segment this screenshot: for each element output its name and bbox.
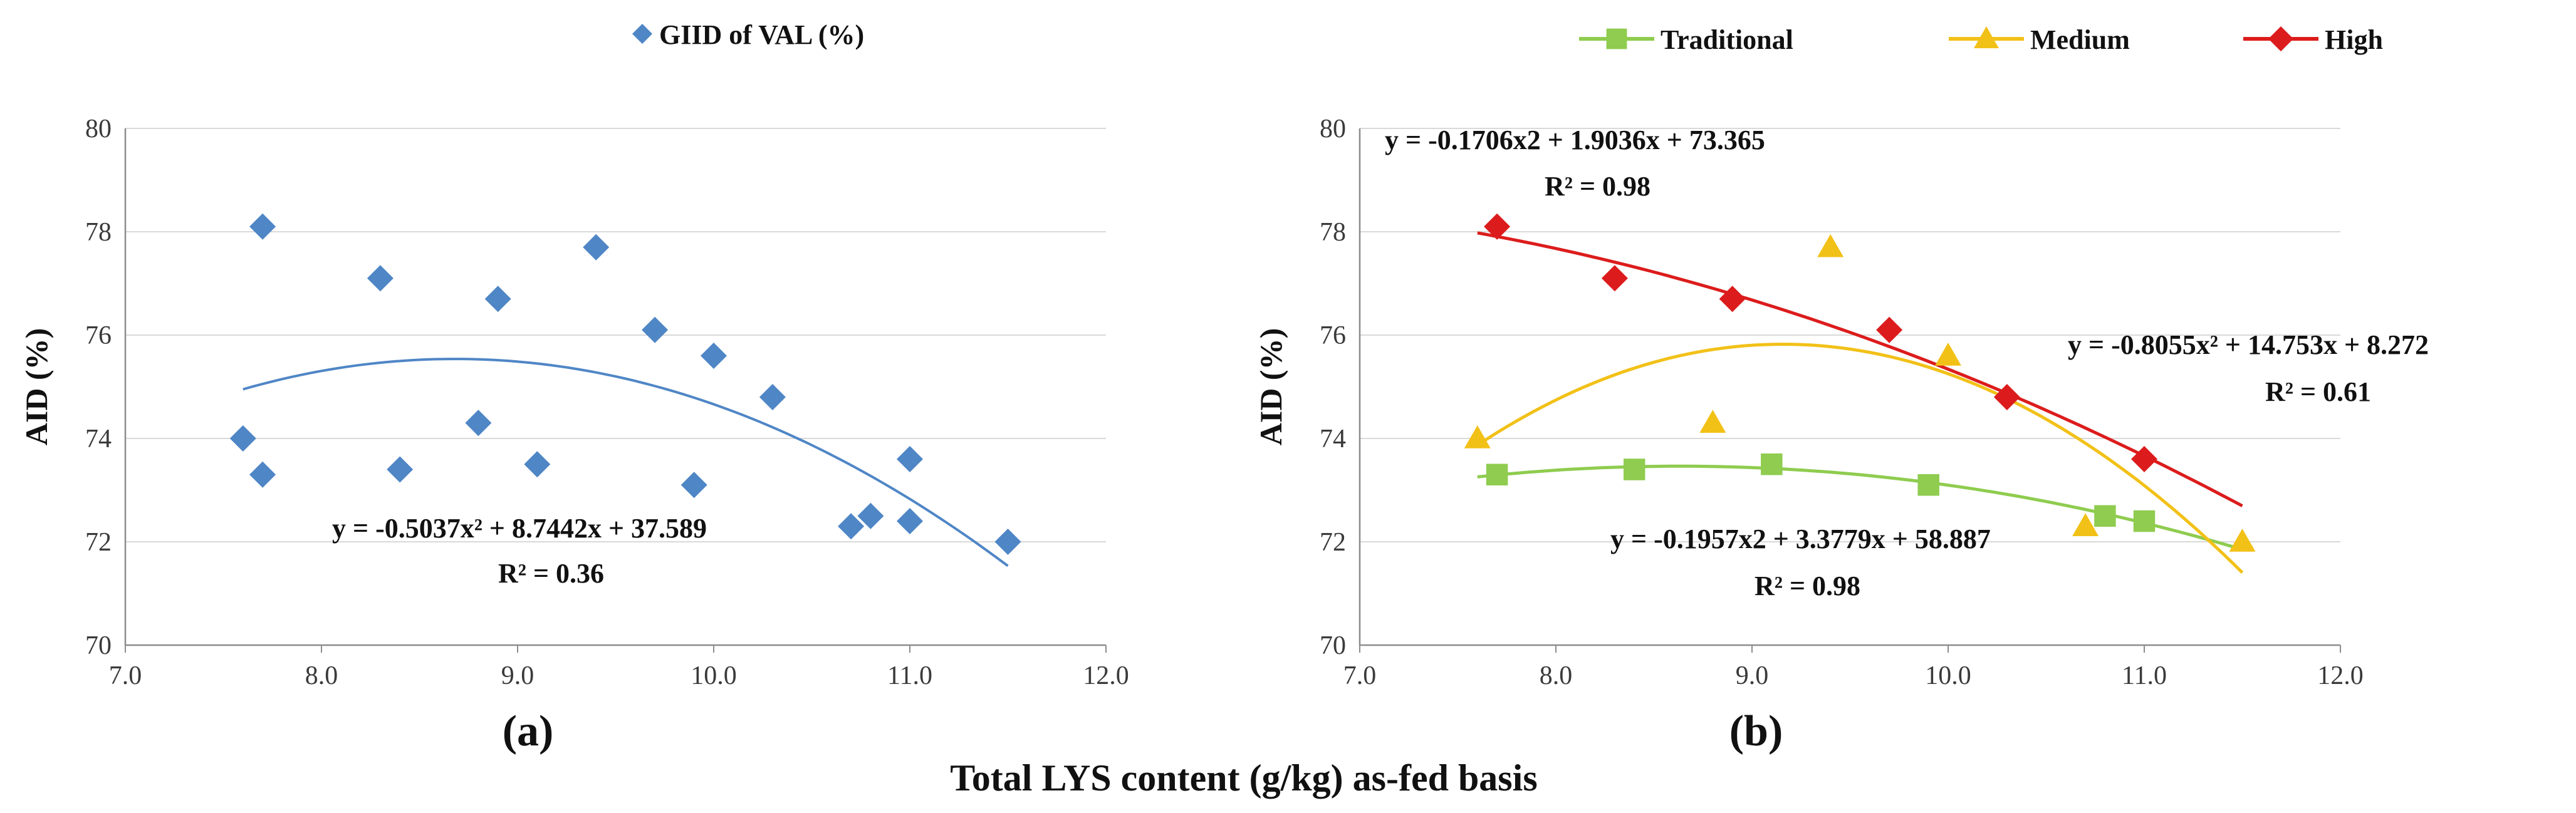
data-point-giid-of-val- [583, 234, 610, 261]
data-point-medium [1817, 234, 1844, 257]
data-point-giid-of-val- [249, 461, 276, 488]
panel-b-legend: Traditional Medium High [1579, 24, 2383, 55]
panel-a-tick-labels: 70 72 74 76 78 80 7.0 8.0 9.0 10.0 11.0 12.0 [85, 115, 1129, 690]
data-point-traditional [1623, 458, 1645, 480]
x-tick-label: 12.0 [2317, 661, 2364, 690]
panel-b-equation-high: y = -0.1706x2 + 1.9036x + 73.365 [1385, 125, 1765, 155]
data-point-traditional [1917, 474, 1939, 496]
y-tick-label: 70 [85, 631, 112, 660]
y-tick-label: 76 [1320, 321, 1346, 350]
data-point-giid-of-val- [897, 508, 923, 534]
data-point-medium [1699, 410, 1726, 433]
data-point-giid-of-val- [897, 446, 923, 472]
y-tick-label: 74 [85, 425, 112, 453]
data-point-medium [1464, 425, 1491, 448]
panel-b-equation-medium: y = -0.8055x² + 14.753x + 8.272 [2068, 329, 2429, 360]
data-point-giid-of-val- [367, 265, 394, 292]
x-tick-label: 12.0 [1083, 661, 1129, 690]
legend-marker-traditional [1606, 28, 1627, 49]
x-tick-label: 10.0 [691, 661, 737, 690]
x-tick-label: 7.0 [1343, 661, 1377, 690]
data-point-high [1876, 316, 1903, 343]
data-point-high [1484, 213, 1511, 240]
y-tick-label: 78 [85, 218, 112, 247]
panel-a-label: (a) [503, 707, 554, 755]
panel-a-axes [124, 128, 1107, 653]
x-tick-label: 7.0 [109, 661, 142, 690]
data-point-high [1719, 286, 1746, 313]
trendline-giid-of-val- [242, 358, 1009, 567]
data-point-giid-of-val- [229, 425, 256, 452]
data-point-giid-of-val- [701, 343, 727, 369]
data-point-giid-of-val- [642, 316, 669, 343]
trendline-high [1477, 231, 2243, 507]
legend-label-high: High [2325, 24, 2383, 55]
data-point-high [1993, 384, 2020, 410]
x-tick-label: 10.0 [1925, 661, 1971, 690]
data-point-giid-of-val- [524, 451, 551, 478]
panel-b-trendlines [1476, 231, 2244, 574]
data-point-traditional [2133, 510, 2156, 532]
data-point-giid-of-val- [465, 410, 492, 437]
panel-a-legend-marker [632, 24, 652, 44]
data-point-giid-of-val- [994, 529, 1021, 555]
data-point-giid-of-val- [249, 213, 276, 240]
y-tick-label: 78 [1320, 218, 1346, 247]
x-tick-label: 8.0 [305, 661, 338, 690]
panel-b-axes [1358, 128, 2341, 653]
x-tick-label: 11.0 [2122, 661, 2167, 690]
panel-b-r-squared-high: R² = 0.98 [1545, 171, 1650, 202]
panel-b-equation-traditional: y = -0.1957x2 + 3.3779x + 58.887 [1610, 524, 1991, 554]
panel-a-trendlines [242, 358, 1009, 567]
data-point-giid-of-val- [759, 384, 786, 410]
y-tick-label: 70 [1320, 631, 1346, 660]
legend-marker-high [2268, 26, 2293, 51]
data-point-high [2131, 446, 2157, 472]
panel-a-r-squared: R² = 0.36 [498, 558, 604, 589]
panel-b-r-squared-traditional: R² = 0.98 [1755, 571, 1860, 601]
panel-b-gridlines [1360, 128, 2340, 542]
trendline-medium [1476, 343, 2244, 574]
panel-b-r-squared-medium: R² = 0.61 [2265, 376, 2371, 407]
panel-b-tick-labels: 70 72 74 76 78 80 7.0 8.0 9.0 10.0 11.0 12.0 [1320, 115, 2364, 690]
panel-b-label: (b) [1729, 707, 1783, 755]
x-tick-label: 9.0 [501, 661, 534, 690]
panel-a-gridlines [125, 128, 1106, 542]
y-tick-label: 72 [85, 528, 112, 557]
x-tick-label: 8.0 [1540, 661, 1573, 690]
legend-marker-medium [1974, 26, 1999, 48]
x-tick-label: 11.0 [887, 661, 932, 690]
data-point-high [1601, 265, 1628, 292]
panel-a-legend: GIID of VAL (%) [632, 19, 864, 50]
panel-b-chart: 70 72 74 76 78 80 7.0 8.0 9.0 10.0 11.0 12.0 AID (%… [1253, 24, 2429, 755]
legend-label-traditional: Traditional [1661, 24, 1793, 55]
panel-a-y-axis-label: AID (%) [19, 328, 54, 445]
panel-a-chart: 70 72 74 76 78 80 7.0 8.0 9.0 10.0 11.0 12.0 AID (%… [19, 19, 1129, 755]
data-point-traditional [2094, 505, 2116, 527]
data-point-giid-of-val- [857, 502, 884, 529]
panel-b-points [1464, 213, 2256, 552]
data-point-giid-of-val- [387, 456, 414, 483]
panel-a-legend-label: GIID of VAL (%) [659, 19, 864, 50]
panel-a-equation: y = -0.5037x² + 8.7442x + 37.589 [332, 513, 707, 544]
y-tick-label: 72 [1320, 528, 1346, 557]
data-point-medium [2072, 513, 2099, 536]
y-tick-label: 74 [1320, 425, 1346, 453]
y-tick-label: 80 [1320, 115, 1346, 143]
data-point-giid-of-val- [681, 472, 707, 499]
data-point-giid-of-val- [484, 286, 511, 313]
y-tick-label: 76 [85, 321, 112, 350]
common-x-axis-label: Total LYS content (g/kg) as-fed basis [950, 757, 1537, 799]
data-point-medium [2229, 529, 2256, 552]
data-point-traditional [1486, 463, 1508, 485]
data-point-medium [1935, 343, 1961, 366]
y-tick-label: 80 [85, 115, 112, 143]
x-tick-label: 9.0 [1736, 661, 1769, 690]
data-point-traditional [1761, 453, 1783, 475]
panel-b-y-axis-label: AID (%) [1253, 328, 1288, 445]
panel-a-points [229, 213, 1021, 555]
legend-label-medium: Medium [2030, 24, 2130, 55]
data-point-giid-of-val- [838, 513, 865, 540]
